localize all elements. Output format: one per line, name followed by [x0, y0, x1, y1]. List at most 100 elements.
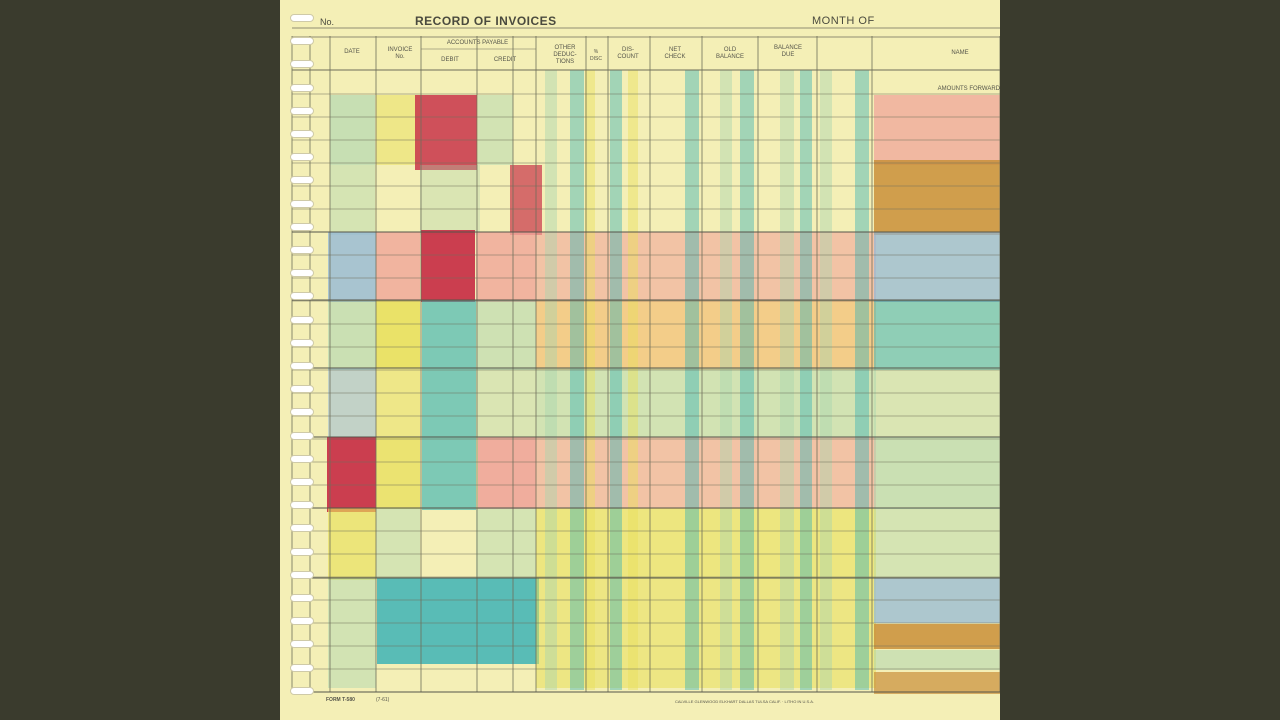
binder-hole — [290, 640, 314, 649]
binder-hole — [290, 686, 314, 695]
binder-hole — [290, 37, 314, 46]
paint-block — [330, 165, 375, 235]
binder-hole — [290, 199, 314, 208]
paint-block — [874, 232, 1000, 302]
binder-hole — [290, 106, 314, 115]
paint-block — [421, 230, 475, 302]
amounts-forward-label: AMOUNTS FORWARD — [937, 86, 1000, 92]
column-header-discount: DIS- COUNT — [617, 47, 639, 60]
paint-block — [874, 300, 1000, 370]
binder-hole — [290, 594, 314, 602]
form-date: (7-61) — [376, 697, 390, 703]
binder-hole — [290, 315, 314, 324]
paint-block — [376, 437, 420, 509]
paint-block — [328, 578, 376, 688]
paint-block — [376, 95, 420, 165]
paint-stripe — [820, 70, 832, 690]
paint-block — [478, 437, 536, 509]
binder-hole — [290, 153, 314, 162]
binder-hole — [290, 269, 314, 278]
binder-hole — [290, 338, 314, 347]
binder-hole — [290, 570, 314, 579]
binder-hole — [290, 292, 314, 301]
paint-block — [328, 368, 376, 440]
paint-block — [536, 508, 876, 578]
paint-stripe — [740, 70, 754, 690]
paint-stripe — [800, 70, 812, 690]
paint-stripe — [585, 70, 595, 690]
paint-block — [478, 95, 513, 165]
paint-stripe — [570, 70, 584, 690]
column-header-invoice: INVOICE No. — [387, 47, 413, 60]
paint-block — [536, 578, 876, 688]
paint-block — [376, 232, 420, 302]
paint-block — [327, 437, 376, 512]
column-header-percent-disc: % DISC — [590, 49, 602, 62]
column-header-date: DATE — [344, 49, 360, 55]
paint-block — [476, 508, 536, 578]
paint-block — [874, 95, 1000, 165]
form-number-label: No. — [320, 17, 335, 27]
invoice-ledger-sheet: No. RECORD OF INVOICES MONTH OF DATE INV… — [280, 0, 1000, 720]
paint-block — [874, 578, 1000, 623]
paint-block — [874, 650, 1000, 670]
binder-hole — [290, 385, 314, 394]
paint-block — [536, 232, 876, 302]
paint-block — [376, 300, 420, 368]
binder-hole — [290, 478, 314, 486]
binder-hole — [290, 222, 314, 231]
paint-stripe — [545, 70, 557, 690]
paint-stripe — [628, 70, 638, 690]
paint-block — [536, 300, 876, 370]
binder-hole — [290, 83, 314, 92]
paint-block — [874, 672, 1000, 694]
binder-hole — [290, 408, 314, 417]
binder-hole — [290, 663, 314, 672]
column-header-net-check: NET CHECK — [664, 47, 686, 60]
paint-block — [536, 368, 876, 438]
column-header-other-deductions: OTHER DEDUC- TIONS — [553, 45, 577, 65]
column-header-credit: CREDIT — [493, 57, 517, 63]
column-header-old-balance: OLD BALANCE — [715, 47, 744, 60]
paint-stripe — [855, 70, 869, 690]
paint-block — [476, 368, 536, 438]
ledger-grid-lines — [291, 27, 1000, 693]
binder-hole — [290, 501, 314, 510]
paint-block — [376, 508, 420, 578]
paint-block — [874, 437, 1000, 509]
binder-hole — [290, 130, 314, 138]
paint-block — [874, 508, 1000, 578]
paint-stripe — [720, 70, 732, 690]
paint-block — [476, 232, 536, 302]
binder-hole — [290, 60, 314, 69]
binder-hole — [290, 617, 314, 626]
binder-hole — [290, 524, 314, 533]
paint-block — [420, 165, 480, 235]
paint-block — [874, 368, 1000, 438]
paint-block — [874, 160, 1000, 235]
binder-hole — [290, 362, 314, 370]
paint-block — [328, 508, 376, 580]
paint-block — [328, 300, 376, 370]
watercolor-paint-layer — [327, 70, 1000, 694]
column-header-accounts-payable: ACCOUNTS PAYABLE — [446, 40, 509, 46]
paint-stripe — [610, 70, 622, 690]
paint-block — [376, 368, 420, 438]
form-title: RECORD OF INVOICES — [415, 14, 557, 28]
paint-block — [510, 165, 542, 235]
month-label: MONTH OF — [812, 15, 875, 27]
paint-stripe — [780, 70, 794, 690]
column-header-debit: DEBIT — [441, 57, 459, 63]
paint-block — [422, 300, 476, 510]
binder-hole — [290, 176, 314, 185]
form-code: FORM T-580 — [326, 697, 355, 703]
paint-stripe — [685, 70, 699, 690]
paint-block — [328, 232, 376, 302]
paint-block — [415, 95, 477, 170]
column-header-balance-due: BALANCE DUE — [773, 45, 802, 58]
paint-block — [874, 624, 1000, 649]
binder-hole — [290, 454, 314, 463]
paint-block — [536, 437, 876, 509]
paint-block — [330, 95, 375, 165]
binder-hole — [290, 14, 314, 22]
